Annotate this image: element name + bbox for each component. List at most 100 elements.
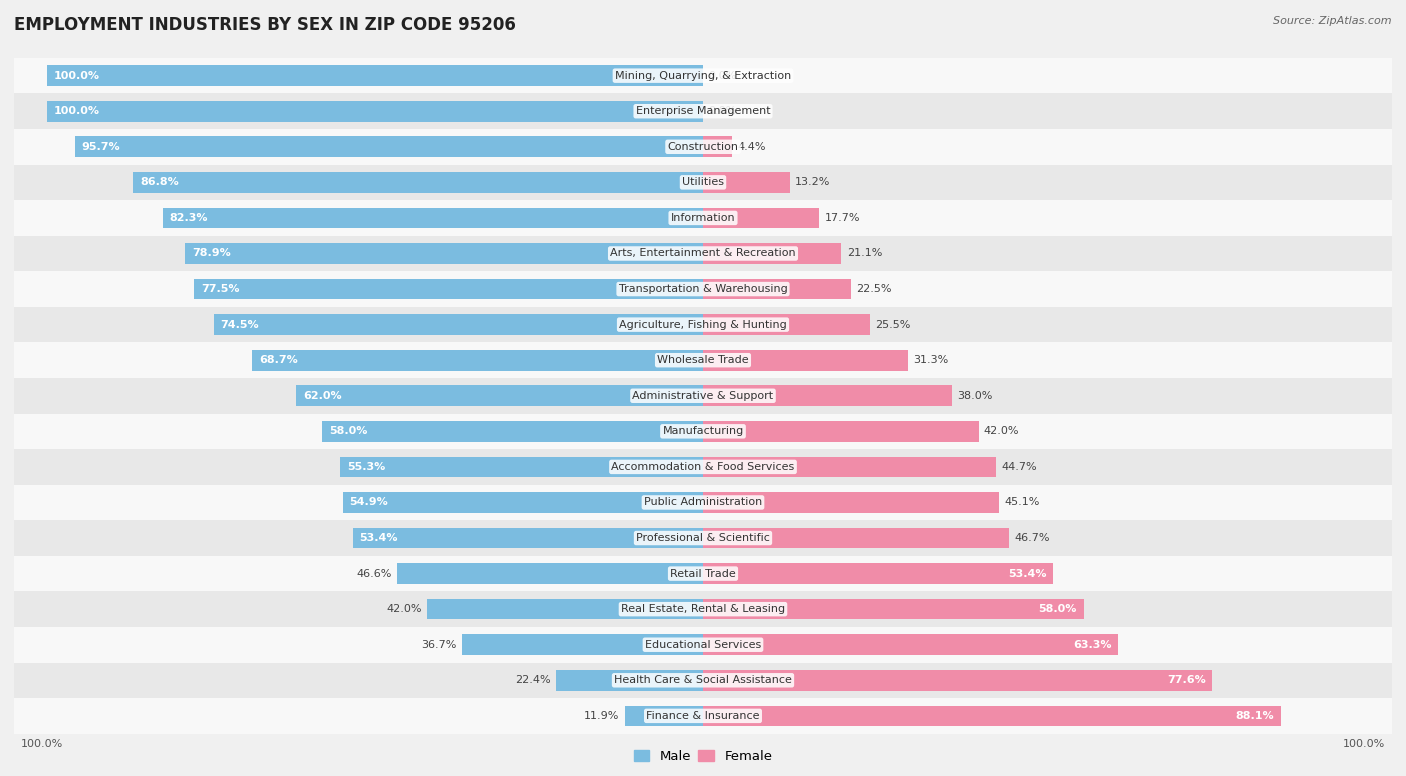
Bar [624,705,703,726]
Bar [340,456,703,477]
Text: 44.7%: 44.7% [1001,462,1038,472]
Bar [14,236,1392,272]
Legend: Male, Female: Male, Female [628,745,778,768]
Bar [14,378,1392,414]
Text: Accommodation & Food Services: Accommodation & Food Services [612,462,794,472]
Bar [703,528,1010,549]
Text: Enterprise Management: Enterprise Management [636,106,770,116]
Text: 42.0%: 42.0% [387,605,422,614]
Text: Real Estate, Rental & Leasing: Real Estate, Rental & Leasing [621,605,785,614]
Bar [14,449,1392,485]
Text: 22.5%: 22.5% [856,284,891,294]
Text: Public Administration: Public Administration [644,497,762,508]
Text: 4.4%: 4.4% [737,142,766,152]
Text: 22.4%: 22.4% [515,675,551,685]
Text: 21.1%: 21.1% [846,248,882,258]
Bar [14,698,1392,733]
Bar [463,635,703,655]
Text: 100.0%: 100.0% [1343,739,1385,749]
Bar [703,563,1053,584]
Text: 88.1%: 88.1% [1236,711,1274,721]
Bar [343,492,703,513]
Bar [134,172,703,192]
Bar [14,520,1392,556]
Bar [14,591,1392,627]
Bar [703,705,1281,726]
Text: Finance & Insurance: Finance & Insurance [647,711,759,721]
Bar [14,485,1392,520]
Text: Utilities: Utilities [682,178,724,187]
Text: 38.0%: 38.0% [957,391,993,400]
Text: EMPLOYMENT INDUSTRIES BY SEX IN ZIP CODE 95206: EMPLOYMENT INDUSTRIES BY SEX IN ZIP CODE… [14,16,516,33]
Text: Professional & Scientific: Professional & Scientific [636,533,770,543]
Text: 63.3%: 63.3% [1073,639,1112,650]
Bar [75,137,703,157]
Text: Transportation & Warehousing: Transportation & Warehousing [619,284,787,294]
Text: 25.5%: 25.5% [876,320,911,330]
Text: 86.8%: 86.8% [141,178,179,187]
Bar [14,200,1392,236]
Text: Mining, Quarrying, & Extraction: Mining, Quarrying, & Extraction [614,71,792,81]
Bar [14,414,1392,449]
Bar [703,386,952,406]
Text: 74.5%: 74.5% [221,320,259,330]
Bar [427,599,703,619]
Bar [14,165,1392,200]
Text: Retail Trade: Retail Trade [671,569,735,579]
Bar [703,279,851,300]
Bar [14,307,1392,342]
Text: Health Care & Social Assistance: Health Care & Social Assistance [614,675,792,685]
Bar [703,350,908,370]
Text: 0.0%: 0.0% [709,71,737,81]
Bar [14,342,1392,378]
Bar [703,137,733,157]
Text: 54.9%: 54.9% [349,497,388,508]
Bar [322,421,703,442]
Bar [703,421,979,442]
Text: 55.3%: 55.3% [347,462,385,472]
Text: Arts, Entertainment & Recreation: Arts, Entertainment & Recreation [610,248,796,258]
Bar [703,208,820,228]
Text: 58.0%: 58.0% [329,426,367,436]
Text: Agriculture, Fishing & Hunting: Agriculture, Fishing & Hunting [619,320,787,330]
Bar [353,528,703,549]
Bar [14,272,1392,307]
Text: 82.3%: 82.3% [170,213,208,223]
Text: 62.0%: 62.0% [302,391,342,400]
Text: 77.5%: 77.5% [201,284,239,294]
Bar [703,314,870,335]
Text: 95.7%: 95.7% [82,142,121,152]
Text: 36.7%: 36.7% [422,639,457,650]
Text: 100.0%: 100.0% [53,106,100,116]
Text: Information: Information [671,213,735,223]
Bar [14,663,1392,698]
Bar [186,243,703,264]
Text: 100.0%: 100.0% [21,739,63,749]
Bar [194,279,703,300]
Bar [703,670,1212,691]
Text: 100.0%: 100.0% [53,71,100,81]
Text: 0.0%: 0.0% [709,106,737,116]
Text: 45.1%: 45.1% [1004,497,1039,508]
Text: 78.9%: 78.9% [191,248,231,258]
Bar [703,456,997,477]
Bar [46,101,703,122]
Text: Manufacturing: Manufacturing [662,426,744,436]
Text: 42.0%: 42.0% [984,426,1019,436]
Text: 17.7%: 17.7% [824,213,860,223]
Text: Educational Services: Educational Services [645,639,761,650]
Text: 58.0%: 58.0% [1039,605,1077,614]
Bar [703,243,841,264]
Text: 77.6%: 77.6% [1167,675,1205,685]
Text: 11.9%: 11.9% [585,711,620,721]
Bar [555,670,703,691]
Bar [163,208,703,228]
Bar [703,172,790,192]
Bar [14,129,1392,165]
Text: Wholesale Trade: Wholesale Trade [657,355,749,365]
Bar [398,563,703,584]
Bar [14,556,1392,591]
Bar [46,65,703,86]
Bar [297,386,703,406]
Bar [214,314,703,335]
